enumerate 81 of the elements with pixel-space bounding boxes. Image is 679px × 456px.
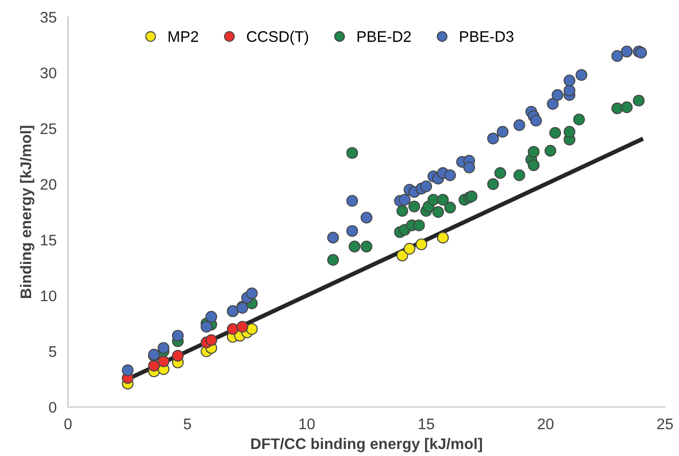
- point: [466, 190, 478, 202]
- point: [564, 126, 576, 138]
- point: [200, 320, 212, 333]
- point: [404, 242, 416, 255]
- point: [327, 232, 339, 244]
- x-tick-label: 25: [657, 418, 673, 430]
- x-tick-label: 5: [184, 418, 192, 430]
- point: [348, 240, 360, 252]
- point: [205, 310, 218, 323]
- point: [205, 334, 218, 346]
- point: [552, 89, 564, 101]
- point: [226, 323, 239, 335]
- point: [246, 287, 258, 300]
- point: [148, 360, 160, 372]
- point: [360, 240, 372, 252]
- point: [437, 194, 449, 206]
- x-tick-label: 15: [418, 418, 434, 430]
- point: [444, 169, 456, 182]
- point: [487, 132, 499, 144]
- point: [528, 146, 540, 158]
- point: [620, 101, 633, 114]
- point: [437, 232, 449, 244]
- point: [432, 206, 444, 218]
- point: [346, 194, 358, 207]
- point: [396, 250, 408, 262]
- point: [573, 114, 585, 126]
- y-axis-title: Binding energy [kJ/mol]: [20, 126, 34, 298]
- point: [576, 69, 588, 81]
- point: [544, 144, 556, 157]
- point: [408, 200, 420, 212]
- point: [620, 46, 633, 58]
- y-tick-label: 5: [49, 346, 56, 357]
- point: [611, 102, 624, 114]
- point: [444, 202, 456, 214]
- point: [546, 98, 559, 110]
- point: [420, 180, 432, 192]
- y-tick-label: 30: [40, 68, 56, 78]
- point: [327, 254, 339, 266]
- point: [158, 355, 170, 368]
- point: [396, 205, 408, 217]
- x-tick-label: 10: [299, 418, 315, 430]
- y-tick-label: 25: [40, 123, 56, 134]
- point: [246, 323, 258, 335]
- point: [513, 119, 526, 131]
- legend-label: PBE-D3: [460, 31, 514, 42]
- point: [122, 364, 134, 376]
- point: [172, 350, 184, 362]
- point: [564, 84, 576, 96]
- point: [398, 194, 411, 206]
- point: [158, 342, 170, 354]
- point: [428, 194, 440, 206]
- y-tick-label: 15: [41, 234, 56, 246]
- point: [172, 330, 184, 342]
- legend-label: MP2: [168, 31, 198, 42]
- x-axis-title: DFT/CC binding energy [kJ/mol]: [251, 438, 482, 452]
- legend-label: PBE-D2: [358, 31, 411, 42]
- y-tick-label: 0: [48, 402, 56, 413]
- point: [487, 178, 499, 190]
- point: [360, 212, 372, 224]
- point: [413, 220, 425, 232]
- point: [513, 169, 526, 182]
- point: [346, 225, 358, 237]
- x-tick-label: 0: [64, 418, 72, 430]
- point: [494, 167, 506, 179]
- point: [564, 74, 576, 86]
- point: [530, 114, 542, 126]
- point: [549, 127, 562, 139]
- point: [611, 50, 624, 62]
- y-tick-label: 35: [40, 12, 56, 23]
- point: [635, 46, 647, 59]
- y-tick-label: 10: [41, 290, 56, 302]
- point: [346, 147, 358, 159]
- point: [528, 159, 540, 172]
- point: [496, 126, 508, 138]
- point: [632, 94, 645, 106]
- point: [463, 162, 476, 174]
- legend-label: CCSD(T): [246, 30, 308, 45]
- point: [416, 238, 428, 250]
- point: [236, 320, 248, 333]
- y-tick-label: 20: [40, 179, 56, 190]
- x-tick-label: 20: [538, 418, 554, 430]
